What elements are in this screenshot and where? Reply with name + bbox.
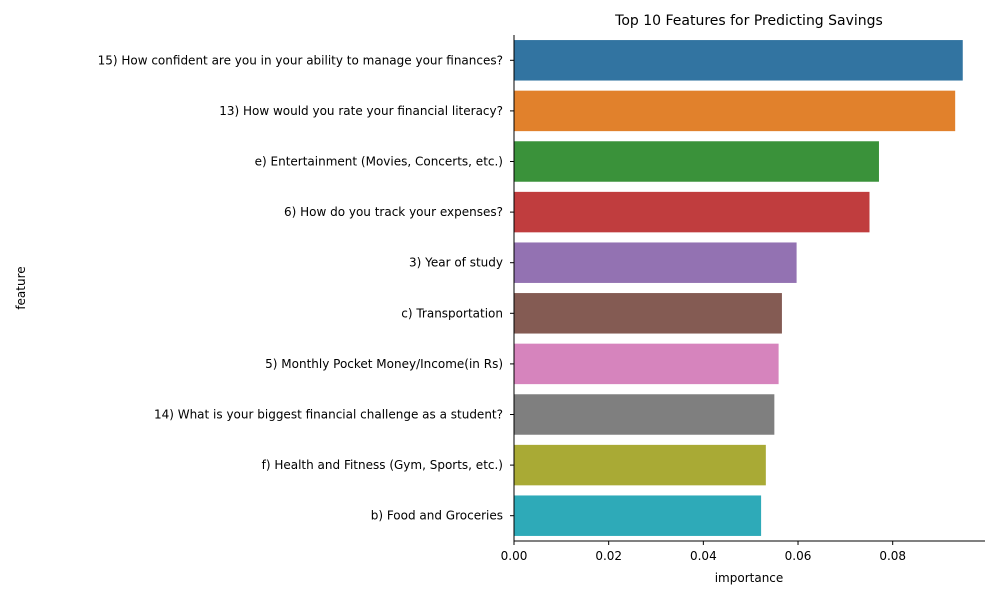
x-axis-label: importance: [715, 571, 784, 585]
x-tick-label: 0.04: [690, 549, 717, 563]
bar: [514, 394, 775, 435]
y-tick-label: 6) How do you track your expenses?: [284, 205, 503, 219]
y-tick-labels: 15) How confident are you in your abilit…: [98, 53, 514, 523]
bar: [514, 293, 782, 334]
y-axis-label: feature: [14, 266, 28, 309]
x-tick-label: 0.00: [501, 549, 528, 563]
bar: [514, 495, 762, 536]
y-tick-label: 15) How confident are you in your abilit…: [98, 53, 503, 67]
y-tick-label: f) Health and Fitness (Gym, Sports, etc.…: [262, 458, 503, 472]
x-tick-label: 0.06: [785, 549, 812, 563]
x-ticks: 0.00 0.02 0.04 0.06 0.08: [501, 541, 906, 563]
y-tick-label: 3) Year of study: [409, 256, 503, 270]
y-tick-label: c) Transportation: [401, 306, 503, 320]
bar: [514, 90, 956, 132]
bar: [514, 242, 797, 283]
x-tick-label: 0.02: [595, 549, 622, 563]
y-tick-label: 14) What is your biggest financial chall…: [154, 408, 503, 422]
y-tick-label: e) Entertainment (Movies, Concerts, etc.…: [255, 155, 503, 169]
y-tick-label: 13) How would you rate your financial li…: [219, 104, 503, 118]
bar: [514, 444, 766, 486]
bar: [514, 191, 870, 233]
bars-group: [514, 40, 963, 536]
bar: [514, 343, 779, 385]
y-tick-label: 5) Monthly Pocket Money/Income(in Rs): [265, 357, 503, 371]
chart-title: Top 10 Features for Predicting Savings: [614, 13, 883, 29]
y-tick-label: b) Food and Groceries: [371, 509, 503, 523]
bar: [514, 141, 879, 182]
x-tick-label: 0.08: [879, 549, 906, 563]
bar: [514, 40, 963, 81]
